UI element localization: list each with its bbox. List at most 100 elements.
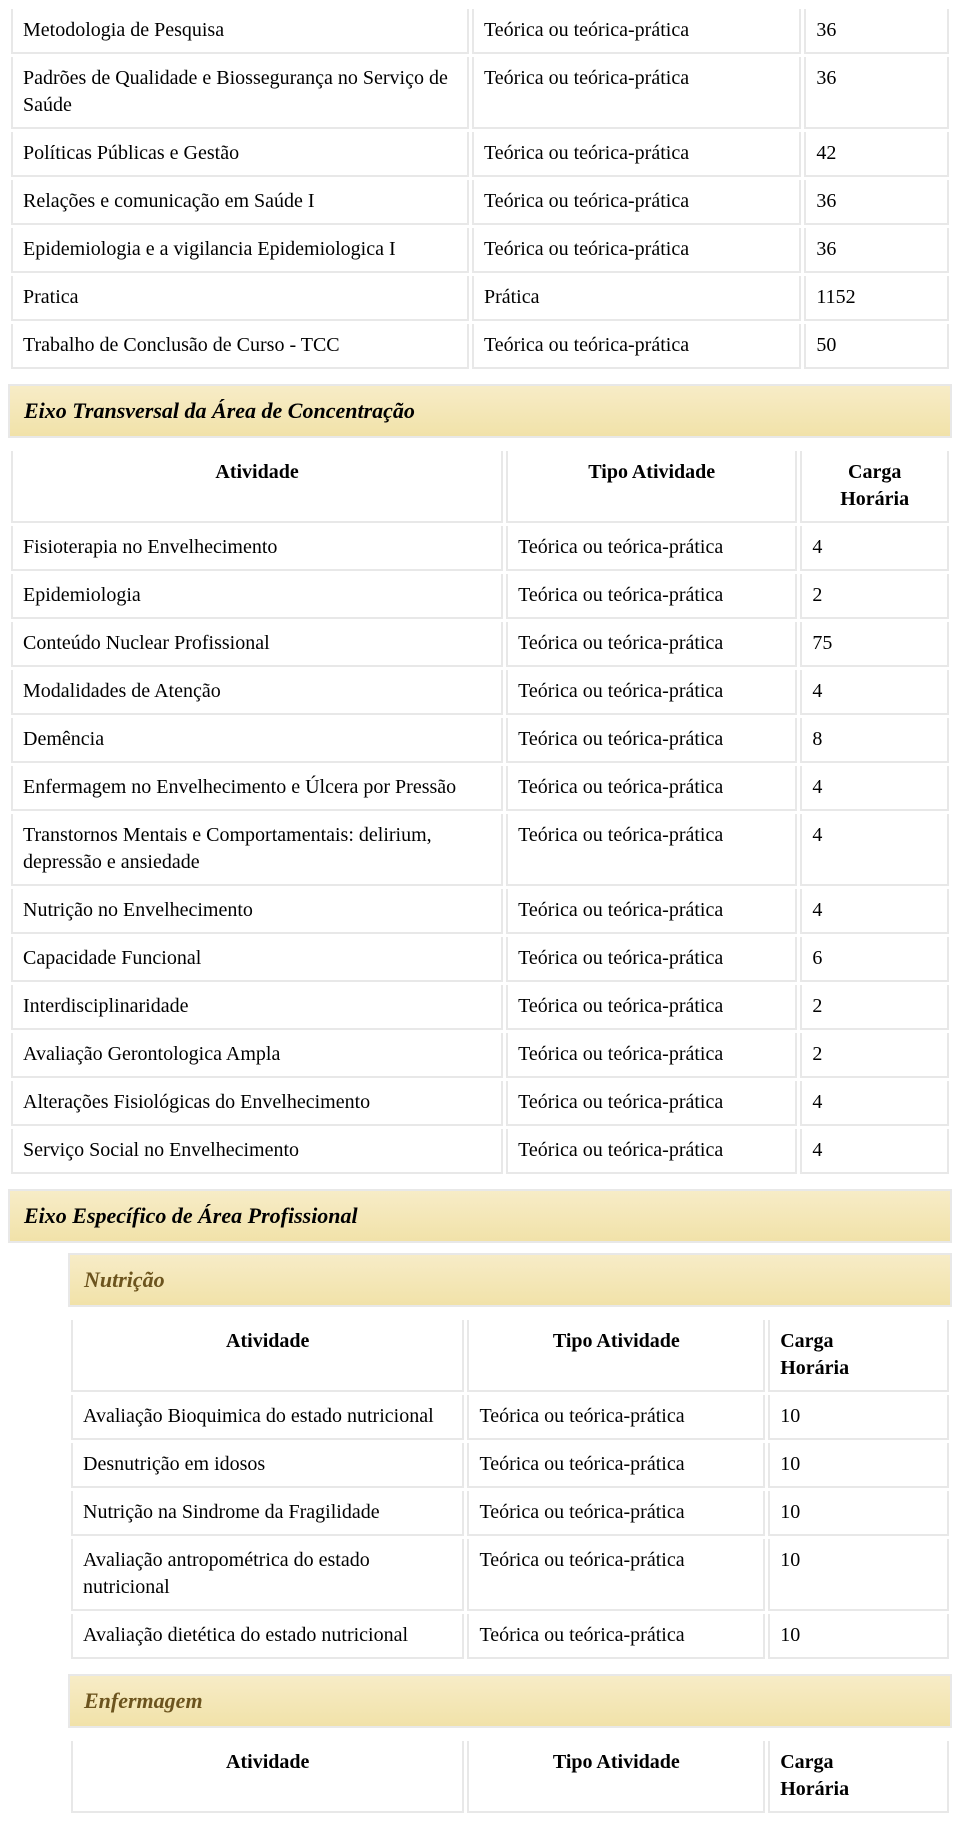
cell-activity: Interdisciplinaridade: [11, 985, 503, 1030]
cell-load: 36: [804, 9, 949, 54]
cell-activity: Nutrição no Envelhecimento: [11, 889, 503, 934]
section-heading-transversal: Eixo Transversal da Área de Concentração: [8, 384, 952, 438]
table-row: Serviço Social no Envelhecimento Teórica…: [11, 1129, 949, 1174]
cell-type: Teórica ou teórica-prática: [506, 1081, 797, 1126]
cell-type: Teórica ou teórica-prática: [467, 1443, 765, 1488]
cell-load: 10: [768, 1395, 949, 1440]
cell-activity: Epidemiologia: [11, 574, 503, 619]
table-row: Conteúdo Nuclear Profissional Teórica ou…: [11, 622, 949, 667]
table-continuation: Metodologia de Pesquisa Teórica ou teóri…: [8, 6, 952, 372]
cell-load: 4: [800, 670, 949, 715]
table-row: Fisioterapia no Envelhecimento Teórica o…: [11, 526, 949, 571]
cell-load: 10: [768, 1614, 949, 1659]
cell-load: 2: [800, 1033, 949, 1078]
cell-activity: Desnutrição em idosos: [71, 1443, 464, 1488]
cell-type: Teórica ou teórica-prática: [472, 132, 801, 177]
table-row: Avaliação Gerontologica Ampla Teórica ou…: [11, 1033, 949, 1078]
cell-load: 75: [800, 622, 949, 667]
table-row: Modalidades de Atenção Teórica ou teóric…: [11, 670, 949, 715]
cell-type: Teórica ou teórica-prática: [506, 1033, 797, 1078]
cell-activity: Metodologia de Pesquisa: [11, 9, 469, 54]
cell-load: 4: [800, 889, 949, 934]
table-row: Demência Teórica ou teórica-prática 8: [11, 718, 949, 763]
cell-load: 36: [804, 180, 949, 225]
cell-type: Teórica ou teórica-prática: [506, 574, 797, 619]
table-row: Políticas Públicas e Gestão Teórica ou t…: [11, 132, 949, 177]
table-row: Nutrição na Sindrome da Fragilidade Teór…: [71, 1491, 949, 1536]
table-row: Interdisciplinaridade Teórica ou teórica…: [11, 985, 949, 1030]
cell-activity: Alterações Fisiológicas do Envelheciment…: [11, 1081, 503, 1126]
header-type: Tipo Atividade: [506, 451, 797, 523]
cell-activity: Pratica: [11, 276, 469, 321]
cell-load: 10: [768, 1491, 949, 1536]
table-header-row: Atividade Tipo Atividade Carga Horária: [71, 1320, 949, 1392]
cell-type: Teórica ou teórica-prática: [472, 180, 801, 225]
table-body: Avaliação Bioquimica do estado nutricion…: [71, 1395, 949, 1659]
cell-load: 4: [800, 766, 949, 811]
cell-load: 10: [768, 1539, 949, 1611]
header-activity: Atividade: [71, 1320, 464, 1392]
cell-type: Teórica ou teórica-prática: [506, 766, 797, 811]
cell-load: 36: [804, 228, 949, 273]
cell-load: 4: [800, 1129, 949, 1174]
table-enfermagem: Atividade Tipo Atividade Carga Horária: [68, 1738, 952, 1816]
cell-load: 4: [800, 814, 949, 886]
subsection-heading-nutricao: Nutrição: [68, 1253, 952, 1307]
cell-type: Prática: [472, 276, 801, 321]
table-row: Pratica Prática 1152: [11, 276, 949, 321]
cell-type: Teórica ou teórica-prática: [506, 526, 797, 571]
cell-load: 4: [800, 526, 949, 571]
cell-activity: Avaliação Bioquimica do estado nutricion…: [71, 1395, 464, 1440]
cell-activity: Avaliação Gerontologica Ampla: [11, 1033, 503, 1078]
cell-activity: Fisioterapia no Envelhecimento: [11, 526, 503, 571]
cell-activity: Avaliação antropométrica do estado nutri…: [71, 1539, 464, 1611]
table-row: Trabalho de Conclusão de Curso - TCC Teó…: [11, 324, 949, 369]
cell-activity: Políticas Públicas e Gestão: [11, 132, 469, 177]
table-row: Relações e comunicação em Saúde I Teóric…: [11, 180, 949, 225]
table-row: Avaliação antropométrica do estado nutri…: [71, 1539, 949, 1611]
cell-type: Teórica ou teórica-prática: [467, 1491, 765, 1536]
cell-activity: Modalidades de Atenção: [11, 670, 503, 715]
header-load: Carga Horária: [768, 1741, 949, 1813]
table-row: Alterações Fisiológicas do Envelheciment…: [11, 1081, 949, 1126]
cell-load: 42: [804, 132, 949, 177]
table-row: Nutrição no Envelhecimento Teórica ou te…: [11, 889, 949, 934]
cell-load: 1152: [804, 276, 949, 321]
table-row: Capacidade Funcional Teórica ou teórica-…: [11, 937, 949, 982]
table-row: Transtornos Mentais e Comportamentais: d…: [11, 814, 949, 886]
table-row: Desnutrição em idosos Teórica ou teórica…: [71, 1443, 949, 1488]
table-row: Metodologia de Pesquisa Teórica ou teóri…: [11, 9, 949, 54]
cell-type: Teórica ou teórica-prática: [506, 670, 797, 715]
cell-type: Teórica ou teórica-prática: [472, 57, 801, 129]
cell-activity: Transtornos Mentais e Comportamentais: d…: [11, 814, 503, 886]
table-body: Metodologia de Pesquisa Teórica ou teóri…: [11, 9, 949, 369]
cell-type: Teórica ou teórica-prática: [467, 1614, 765, 1659]
cell-load: 6: [800, 937, 949, 982]
cell-activity: Capacidade Funcional: [11, 937, 503, 982]
cell-load: 8: [800, 718, 949, 763]
table-nutricao: Atividade Tipo Atividade Carga Horária A…: [68, 1317, 952, 1662]
table-row: Padrões de Qualidade e Biossegurança no …: [11, 57, 949, 129]
cell-load: 10: [768, 1443, 949, 1488]
table-row: Enfermagem no Envelhecimento e Úlcera po…: [11, 766, 949, 811]
cell-type: Teórica ou teórica-prática: [506, 985, 797, 1030]
cell-activity: Relações e comunicação em Saúde I: [11, 180, 469, 225]
section-heading-especifico: Eixo Específico de Área Profissional: [8, 1189, 952, 1243]
subsection-heading-enfermagem: Enfermagem: [68, 1674, 952, 1728]
cell-type: Teórica ou teórica-prática: [467, 1395, 765, 1440]
header-load: Carga Horária: [800, 451, 949, 523]
cell-load: 50: [804, 324, 949, 369]
table-row: Epidemiologia Teórica ou teórica-prática…: [11, 574, 949, 619]
table-transversal: Atividade Tipo Atividade Carga Horária F…: [8, 448, 952, 1177]
cell-activity: Padrões de Qualidade e Biossegurança no …: [11, 57, 469, 129]
cell-load: 2: [800, 574, 949, 619]
cell-type: Teórica ou teórica-prática: [506, 718, 797, 763]
cell-load: 2: [800, 985, 949, 1030]
cell-type: Teórica ou teórica-prática: [506, 622, 797, 667]
table-body: Fisioterapia no Envelhecimento Teórica o…: [11, 526, 949, 1174]
cell-type: Teórica ou teórica-prática: [472, 9, 801, 54]
cell-activity: Trabalho de Conclusão de Curso - TCC: [11, 324, 469, 369]
cell-activity: Enfermagem no Envelhecimento e Úlcera po…: [11, 766, 503, 811]
header-type: Tipo Atividade: [467, 1741, 765, 1813]
table-row: Epidemiologia e a vigilancia Epidemiolog…: [11, 228, 949, 273]
